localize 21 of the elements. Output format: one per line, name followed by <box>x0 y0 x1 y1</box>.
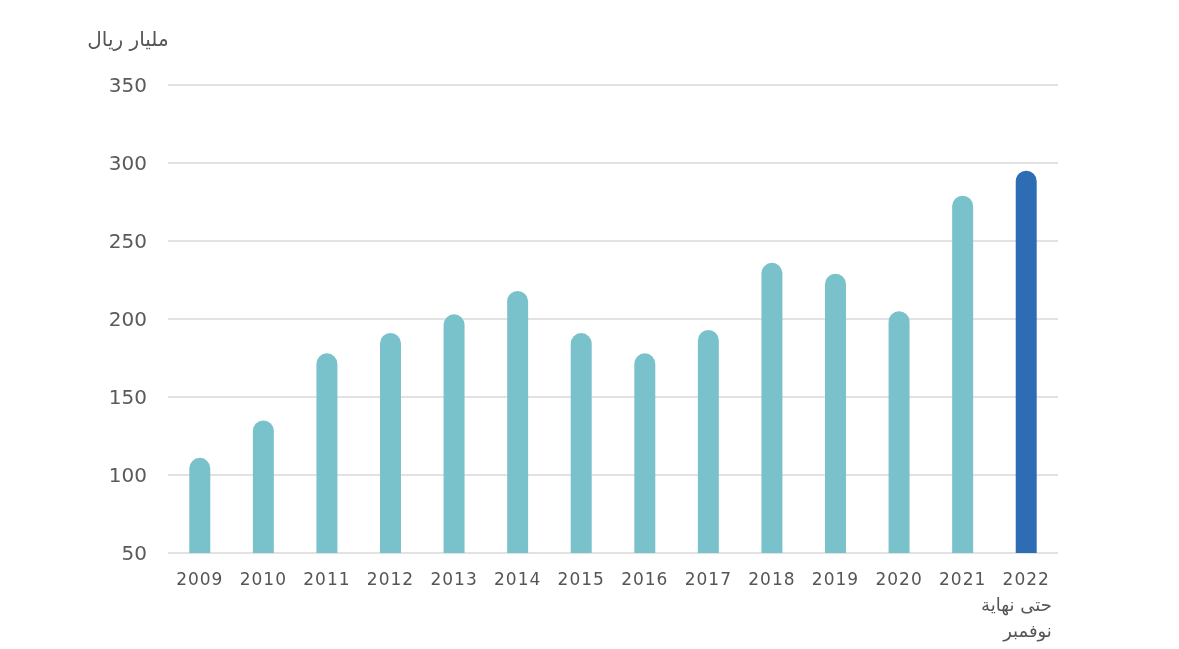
y-tick-label: 350 <box>108 73 147 97</box>
x-tick-label: 2009 <box>176 569 224 589</box>
x-tick-label: 2017 <box>684 569 732 589</box>
x-tick-label: 2012 <box>366 569 415 589</box>
y-tick-label: 50 <box>121 541 147 565</box>
x-tick-label: 2013 <box>430 569 478 589</box>
y-tick-label: 250 <box>108 229 147 253</box>
x-tick-label: 2016 <box>621 569 669 589</box>
x-tick-label: 2015 <box>557 569 605 589</box>
x-tick-label: 2010 <box>239 569 287 589</box>
x-tick-label: 2019 <box>811 569 860 589</box>
y-tick-label: 100 <box>108 463 147 487</box>
y-tick-label: 300 <box>108 151 147 175</box>
y-tick-label: 200 <box>108 307 147 331</box>
x-tick-label: 2020 <box>875 569 923 589</box>
x-tick-label: 2021 <box>939 569 987 589</box>
ylabel: مليار ريال <box>87 27 169 51</box>
y-tick-label: 150 <box>108 385 147 409</box>
x-tick-label: 2011 <box>303 569 351 589</box>
x-tick-label: 2014 <box>494 569 542 589</box>
x-tick-label: 2018 <box>748 569 796 589</box>
